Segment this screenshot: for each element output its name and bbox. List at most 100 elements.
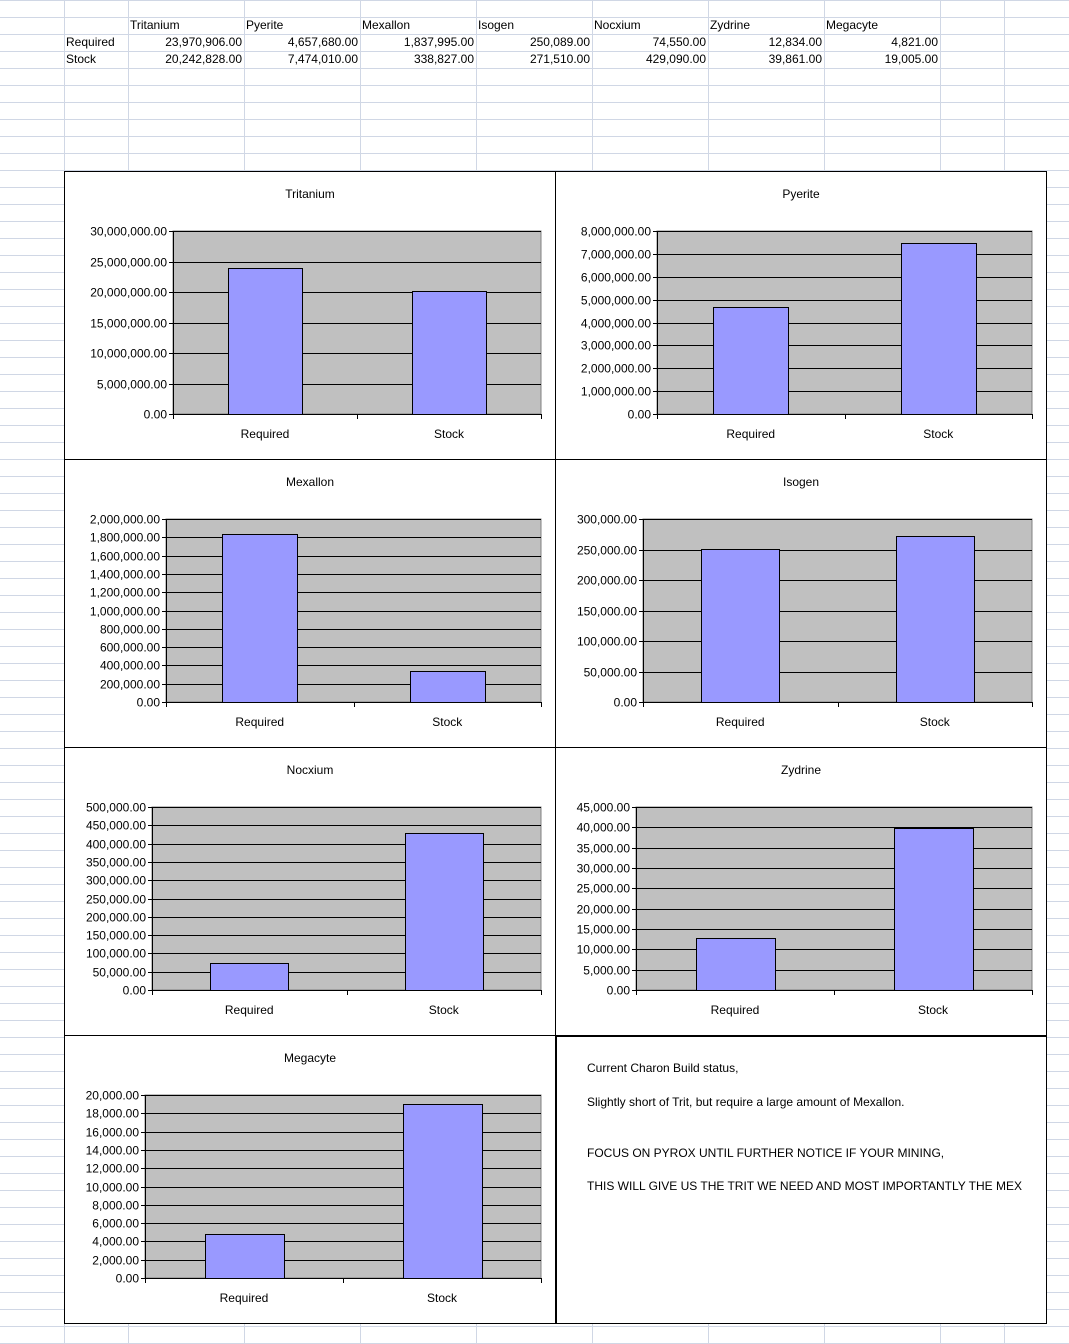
chart-nocxium[interactable]: Nocxium 0.00 50,000.00 100,000.00 150,000.00… (64, 747, 556, 1036)
chart-zydrine[interactable]: Zydrine 0.00 5,000.00 10,000.00 15,000.00 20,… (555, 747, 1047, 1036)
bar-required (228, 268, 303, 415)
bar-required (713, 307, 789, 415)
y-tick-label: 45,000.00 (577, 801, 631, 815)
y-tick-label: 1,800,000.00 (90, 531, 160, 545)
y-tick-label: 16,000.00 (86, 1126, 140, 1140)
bar-stock (412, 291, 487, 415)
y-tick-label: 800,000.00 (100, 623, 160, 637)
bar-required (701, 549, 780, 703)
y-tick-label: 150,000.00 (86, 929, 146, 943)
value-cell[interactable]: 19,005.00 (884, 52, 938, 66)
y-tick-label: 5,000,000.00 (581, 294, 651, 308)
value-cell[interactable]: 39,861.00 (768, 52, 822, 66)
y-tick-label: 20,000,000.00 (90, 286, 167, 300)
y-tick-label: 14,000.00 (86, 1144, 140, 1158)
y-tick-label: 50,000.00 (584, 666, 638, 680)
y-tick-label: 5,000,000.00 (97, 378, 167, 392)
bar-stock (403, 1104, 483, 1279)
y-tick-label: 6,000.00 (92, 1217, 139, 1231)
value-cell[interactable]: 20,242,828.00 (165, 52, 242, 66)
value-cell[interactable]: 338,827.00 (413, 52, 474, 66)
value-cell[interactable]: 23,970,906.00 (165, 35, 242, 49)
bar-required (205, 1234, 285, 1279)
y-tick-label: 100,000.00 (577, 635, 637, 649)
chart-mexallon[interactable]: Mexallon 0.00 200,000.00 400,000.00 600,000.… (64, 459, 556, 748)
y-tick-label: 1,000,000.00 (90, 605, 160, 619)
header-cell[interactable]: Zydrine (710, 18, 751, 32)
chart-svg: Pyerite 0.00 1,000,000.00 2,000,000.00 3,000… (581, 187, 1033, 441)
bar-stock (894, 828, 974, 991)
y-tick-label: 300,000.00 (577, 513, 637, 527)
bar-stock (896, 536, 975, 703)
chart-pyerite[interactable]: Pyerite 0.00 1,000,000.00 2,000,000.00 3,000… (555, 171, 1047, 460)
x-tick-label: Stock (920, 715, 951, 729)
x-tick-label: Stock (918, 1003, 949, 1017)
header-cell[interactable]: Nocxium (594, 18, 641, 32)
header-cell[interactable]: Megacyte (826, 18, 879, 32)
y-tick-label: 12,000.00 (86, 1162, 140, 1176)
header-cell[interactable]: Isogen (478, 18, 515, 32)
chart-title: Zydrine (781, 763, 821, 777)
y-tick-label: 50,000.00 (93, 966, 147, 980)
y-tick-label: 450,000.00 (86, 819, 146, 833)
header-cell[interactable]: Tritanium (130, 18, 180, 32)
chart-title: Megacyte (284, 1051, 336, 1065)
x-tick-label: Stock (427, 1291, 458, 1305)
y-tick-label: 3,000,000.00 (581, 339, 651, 353)
chart-isogen[interactable]: Isogen 0.00 50,000.00 100,000.00 150,000.00 2… (555, 459, 1047, 748)
y-tick-label: 35,000.00 (577, 842, 631, 856)
value-cell[interactable]: 7,474,010.00 (287, 52, 358, 66)
header-cell[interactable]: Mexallon (362, 18, 411, 32)
bar-stock (410, 671, 486, 703)
x-tick-label: Required (235, 715, 284, 729)
y-tick-label: 600,000.00 (100, 641, 160, 655)
chart-svg: Megacyte 0.00 2,000.00 4,000.00 6,000.00 8,00… (86, 1051, 542, 1305)
y-tick-label: 25,000.00 (577, 882, 631, 896)
value-cell[interactable]: 250,089.00 (529, 35, 590, 49)
status-note-textbox[interactable]: Current Charon Build status, Slightly sh… (556, 1036, 1047, 1324)
value-cell[interactable]: 74,550.00 (652, 35, 706, 49)
y-tick-label: 300,000.00 (86, 874, 146, 888)
chart-megacyte[interactable]: Megacyte 0.00 2,000.00 4,000.00 6,000.00 8,00… (64, 1035, 556, 1324)
chart-title: Nocxium (287, 763, 334, 777)
y-tick-label: 0.00 (144, 408, 168, 422)
y-tick-label: 2,000,000.00 (90, 513, 160, 527)
chart-svg: Nocxium 0.00 50,000.00 100,000.00 150,000.00… (86, 763, 542, 1017)
note-line: FOCUS ON PYROX UNTIL FURTHER NOTICE IF Y… (587, 1146, 945, 1160)
y-tick-label: 40,000.00 (577, 821, 631, 835)
y-tick-label: 1,200,000.00 (90, 586, 160, 600)
row-label-cell[interactable]: Stock (66, 52, 97, 66)
y-tick-label: 30,000.00 (577, 862, 631, 876)
y-tick-label: 8,000.00 (92, 1199, 139, 1213)
value-cell[interactable]: 4,657,680.00 (287, 35, 358, 49)
y-tick-label: 4,000,000.00 (581, 317, 651, 331)
note-line: Current Charon Build status, (587, 1061, 739, 1075)
value-cell[interactable]: 4,821.00 (891, 35, 938, 49)
header-cell[interactable]: Pyerite (246, 18, 284, 32)
y-tick-label: 18,000.00 (86, 1107, 140, 1121)
row-label-cell[interactable]: Required (66, 35, 115, 49)
y-tick-label: 0.00 (116, 1272, 140, 1286)
value-cell[interactable]: 429,090.00 (645, 52, 706, 66)
y-tick-label: 8,000,000.00 (581, 225, 651, 239)
x-tick-label: Required (225, 1003, 274, 1017)
value-cell[interactable]: 1,837,995.00 (403, 35, 474, 49)
bar-required (696, 938, 776, 991)
x-tick-label: Stock (434, 427, 465, 441)
y-tick-label: 7,000,000.00 (581, 248, 651, 262)
note-line: THIS WILL GIVE US THE TRIT WE NEED AND M… (587, 1179, 1022, 1193)
y-tick-label: 10,000.00 (86, 1181, 140, 1195)
y-tick-label: 0.00 (607, 984, 631, 998)
chart-svg: Mexallon 0.00 200,000.00 400,000.00 600,000.… (90, 475, 542, 729)
bar-required (210, 963, 289, 991)
value-cell[interactable]: 12,834.00 (768, 35, 822, 49)
x-tick-label: Stock (429, 1003, 460, 1017)
y-tick-label: 5,000.00 (583, 964, 630, 978)
value-cell[interactable]: 271,510.00 (529, 52, 590, 66)
y-tick-label: 350,000.00 (86, 856, 146, 870)
x-tick-label: Stock (432, 715, 463, 729)
y-tick-label: 200,000.00 (577, 574, 637, 588)
chart-svg: Isogen 0.00 50,000.00 100,000.00 150,000.00 2… (577, 475, 1033, 729)
chart-tritanium[interactable]: Tritanium 0.00 5,000,000.00 10,000,000.00 15… (64, 171, 556, 460)
y-tick-label: 400,000.00 (86, 838, 146, 852)
